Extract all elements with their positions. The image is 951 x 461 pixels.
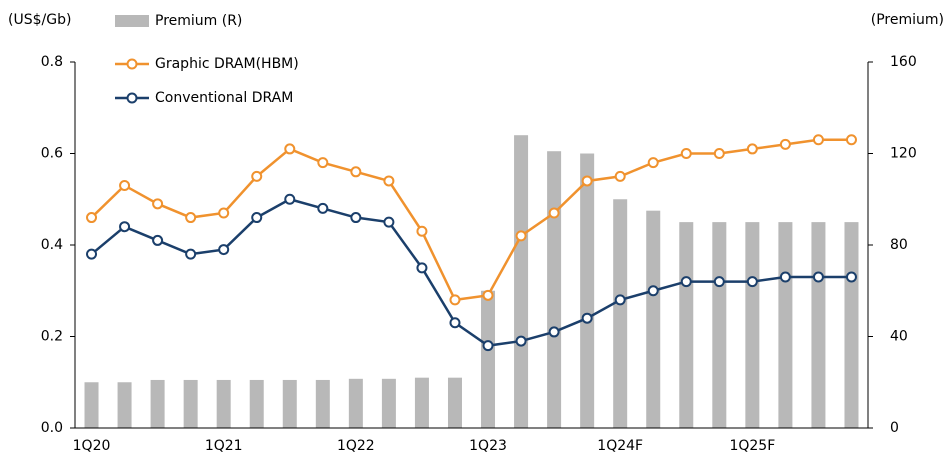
marker: [779, 271, 791, 283]
y-tick-label: 0.8: [41, 54, 63, 70]
legend-label: Graphic DRAM(HBM): [155, 56, 299, 72]
marker: [680, 148, 692, 159]
marker: [86, 248, 98, 260]
y-tick-label: 0.6: [41, 146, 63, 162]
marker: [185, 248, 197, 260]
y2-axis-label: (Premium): [871, 12, 944, 28]
legend-label: Premium (R): [155, 13, 242, 29]
marker: [152, 234, 164, 246]
bar: [348, 378, 363, 428]
marker: [647, 157, 659, 169]
x-tick-label: 1Q24F: [597, 438, 643, 454]
bar: [150, 379, 165, 428]
bar: [84, 382, 99, 428]
marker: [746, 143, 758, 155]
bar: [447, 377, 462, 428]
bar: [481, 290, 496, 428]
bar: [282, 379, 297, 428]
bar: [216, 379, 231, 428]
x-tick-label: 1Q23: [469, 438, 507, 454]
marker: [614, 170, 626, 182]
marker: [581, 312, 593, 324]
marker: [581, 175, 593, 187]
marker: [218, 207, 230, 219]
marker: [449, 294, 461, 306]
marker: [548, 326, 560, 338]
marker: [383, 175, 395, 187]
bar: [580, 153, 595, 428]
bar: [249, 379, 264, 428]
bar: [183, 379, 198, 428]
marker: [284, 193, 296, 205]
y2-tick-label: 160: [890, 54, 917, 70]
bar: [414, 377, 429, 428]
marker: [548, 207, 560, 219]
y-tick-label: 0.4: [41, 237, 63, 253]
bar: [811, 222, 826, 428]
marker: [449, 317, 461, 329]
marker: [416, 262, 428, 274]
marker: [845, 134, 857, 146]
marker: [812, 271, 824, 283]
marker: [185, 212, 197, 224]
marker: [350, 166, 362, 178]
marker: [515, 230, 527, 242]
line: [90, 197, 852, 347]
bar: [679, 222, 694, 428]
marker: [317, 157, 329, 169]
marker: [218, 244, 230, 256]
x-tick-label: 1Q21: [205, 438, 243, 454]
marker: [779, 138, 791, 150]
y2-tick-label: 40: [890, 329, 908, 345]
x-tick-label: 1Q22: [337, 438, 375, 454]
bar: [646, 210, 661, 428]
marker: [482, 289, 494, 301]
bar: [547, 151, 562, 428]
y2-tick-label: 120: [890, 146, 917, 162]
marker: [119, 180, 131, 192]
bar: [514, 135, 529, 428]
marker: [614, 294, 626, 306]
y2-tick-label: 80: [890, 237, 908, 253]
y-axis-label: (US$/Gb): [8, 12, 71, 28]
marker: [383, 216, 395, 228]
marker: [845, 271, 857, 283]
y2-tick-label: 0: [890, 420, 899, 436]
marker: [482, 340, 494, 352]
marker: [713, 148, 725, 159]
x-tick-label: 1Q20: [73, 438, 111, 454]
marker: [251, 212, 263, 224]
marker: [119, 221, 131, 233]
legend-swatch: [115, 15, 149, 27]
marker: [317, 202, 329, 214]
bar: [381, 378, 396, 428]
marker: [416, 225, 428, 237]
marker: [647, 285, 659, 297]
marker: [152, 198, 164, 210]
marker: [86, 212, 98, 224]
bar: [844, 222, 859, 428]
legend-marker: [126, 58, 138, 70]
marker: [350, 212, 362, 224]
legend-label: Conventional DRAM: [155, 90, 293, 106]
bar: [712, 222, 727, 428]
marker: [812, 134, 824, 146]
marker: [284, 143, 296, 155]
marker: [713, 276, 725, 288]
bar: [745, 222, 760, 428]
y-tick-label: 0.0: [41, 420, 63, 436]
marker: [680, 276, 692, 288]
bar: [117, 382, 132, 428]
bar: [613, 199, 628, 428]
marker: [515, 335, 527, 347]
bar: [778, 222, 793, 428]
bar: [315, 379, 330, 428]
y-tick-label: 0.2: [41, 329, 63, 345]
legend-marker: [126, 92, 138, 104]
x-tick-label: 1Q25F: [729, 438, 775, 454]
line: [90, 138, 852, 302]
marker: [251, 170, 263, 182]
marker: [746, 276, 758, 288]
